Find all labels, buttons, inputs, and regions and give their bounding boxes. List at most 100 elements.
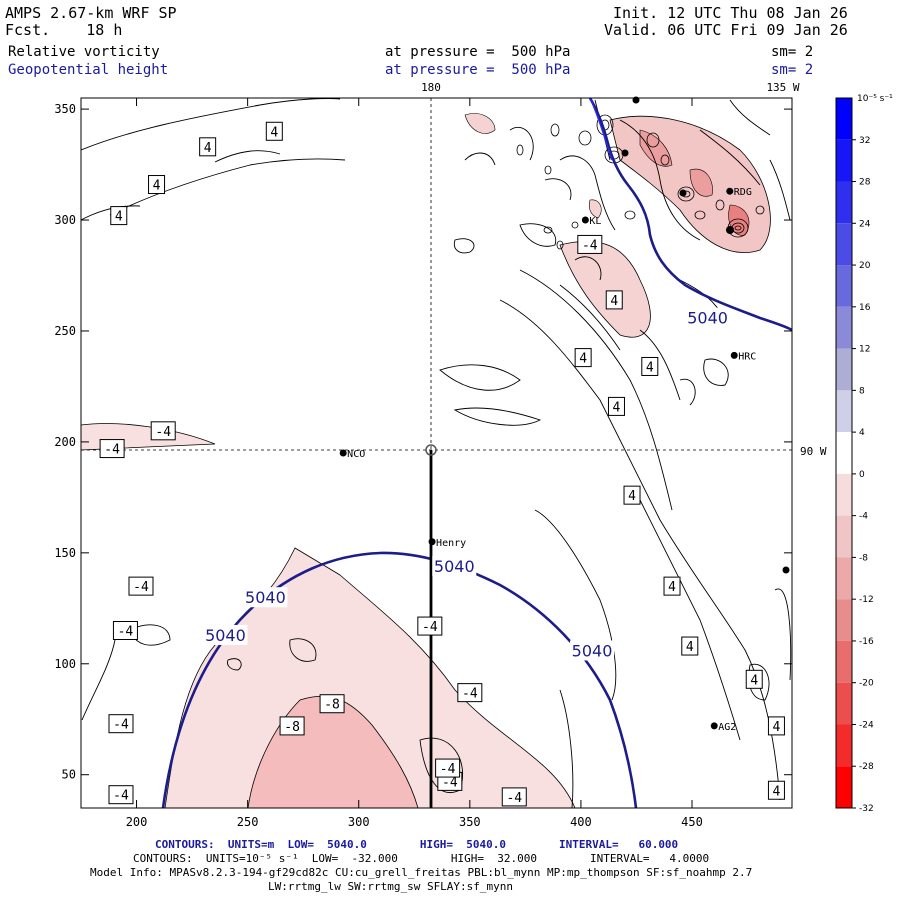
contour-label-box [128,576,154,596]
contour-label-box [99,439,125,459]
colorbar-segment [836,640,852,683]
field-geopotential: Geopotential height [8,62,169,78]
footer-model-info: Model Info: MPASv8.2.3-194-gf29cd82c CU:… [90,866,753,879]
contour-label: 4 [773,720,781,735]
colorbar-segment [836,98,852,140]
colorbar-label: 20 [859,261,871,271]
contour-label-box [681,636,699,656]
station-label: HRC [738,351,756,362]
contour-label: 4 [628,489,636,504]
contour-label-box [148,175,166,195]
height-label-bg [203,624,248,645]
station-label: Henry [436,538,466,549]
contour-label-box [607,396,625,416]
colorbar-segment [836,766,852,808]
contour-label: -4 [440,762,456,777]
contour-label: 4 [115,210,123,225]
contour-label-box [577,234,603,254]
contour-label-box [199,137,217,157]
colorbar-label: -20 [859,679,874,689]
colorbar-segment [836,473,852,516]
colorbar-segment [836,724,852,767]
y-tick-label: 100 [54,657,76,671]
contour-label-box [108,714,134,734]
height-label: 5040 [434,557,475,576]
contour-label: -4 [442,775,458,790]
footer-physics-info: LW:rrtmg_lw SW:rrtmg_sw SFLAY:sf_mynn [268,880,514,893]
colorbar-segment [836,181,852,224]
x-tick-label: 250 [237,815,259,829]
vorticity-contours [81,98,792,808]
height-label-bg [685,307,730,328]
colorbar-segment [836,265,852,307]
contour-label: 4 [270,125,278,140]
cross-section-endpoint [425,444,437,456]
contour-label: -4 [506,791,522,806]
smoothing-height: sm= 2 [771,62,814,78]
contour-label-box [745,669,763,689]
y-tick-label: 200 [54,435,76,449]
contour-label: 4 [750,673,758,688]
height-contour-labels: 5040 5040 5040 5040 5040 [203,307,730,661]
smoothing-vorticity: sm= 2 [771,44,814,60]
contour-label: 4 [153,179,161,194]
colorbar-segment [836,139,852,182]
negative-vorticity-shading [81,113,771,808]
height-label: 5040 [205,626,246,645]
contour-label-box [767,780,785,800]
contour-label: -4 [113,718,129,733]
colorbar-label: -16 [859,637,874,647]
colorbar-segment [836,432,852,474]
height-label-bg [243,587,288,608]
station-label: KL [589,216,601,227]
meridian-135w-label: 135 W [766,81,799,94]
colorbar-label: 8 [859,386,865,396]
colorbar-label: -8 [859,553,868,563]
map-field [81,98,792,808]
x-tick-label: 200 [126,815,148,829]
height-label: 5040 [687,309,728,328]
station-dot [730,351,738,359]
colorbar-segment [836,682,852,725]
station-dot [339,449,347,457]
contour-label: -8 [324,698,340,713]
colorbar-label: 28 [859,178,871,188]
valid-time: Valid. 06 UTC Fri 09 Jan 26 [604,21,848,39]
y-tick-label: 350 [54,102,76,116]
contour-label-box [417,616,443,636]
contour-label: -4 [104,443,120,458]
height-label: 5040 [245,588,286,607]
contour-label: -4 [155,425,171,440]
contour-label-box [108,785,134,805]
station-label: NCO [347,449,365,460]
contour-label-box [112,621,138,640]
extra-station-dots [621,96,790,574]
station-markers: NCO Henry RDG HRC AG2 KL [339,187,756,733]
colorbar-segment [836,223,852,266]
contour-label-box [605,290,623,310]
contour-label-box [319,694,345,714]
x-tick-label: 350 [459,815,481,829]
colorbar-label: 0 [859,470,865,480]
footer-height-contours: CONTOURS: UNITS=m LOW= 5040.0 HIGH= 5040… [155,838,679,851]
y-tick-label: 250 [54,324,76,338]
height-contours [161,98,792,808]
meridian-label: 180 [421,81,441,94]
contour-label: 4 [668,580,676,595]
colorbar-label: 16 [859,303,871,313]
model-title: AMPS 2.67-km WRF SP [5,4,177,22]
x-tick-labels: 200 250 300 350 400 450 [126,815,703,829]
x-tick-label: 400 [570,815,592,829]
contour-label: -4 [582,238,598,253]
colorbar-label: -24 [859,720,874,730]
contour-label: 4 [773,784,781,799]
colorbar-segment [836,515,852,558]
contour-label: 4 [686,640,694,655]
height-label-bg [432,556,477,577]
contour-label-box [641,356,659,376]
station-dot [726,187,734,195]
contour-label: -4 [422,620,438,635]
colorbar-label: -32 [859,804,874,814]
contour-label-box [623,485,641,505]
